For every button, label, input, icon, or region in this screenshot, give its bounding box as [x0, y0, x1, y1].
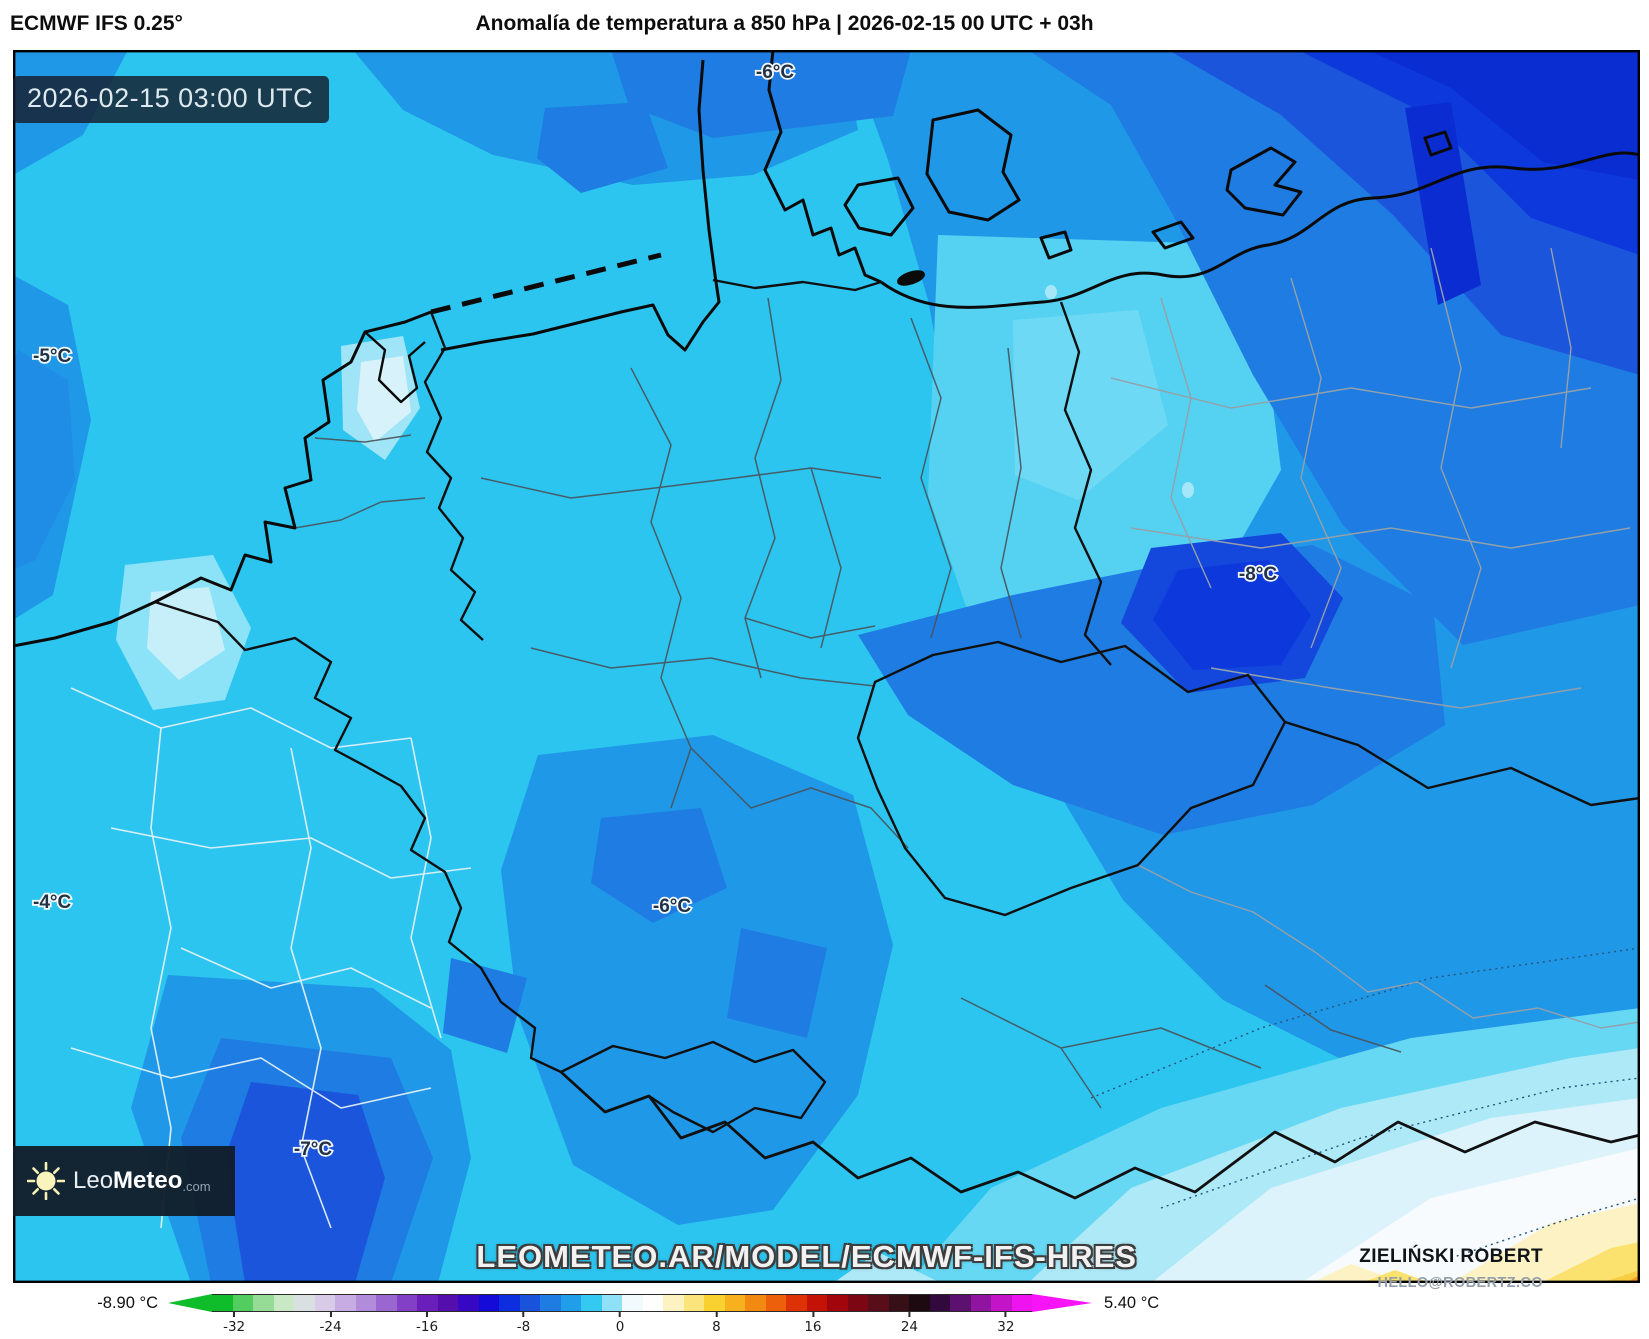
map-coastlines	[13, 50, 1640, 648]
colorbar-cell	[294, 1295, 315, 1311]
colorbar-cell	[786, 1295, 807, 1311]
header: ECMWF IFS 0.25° Anomalía de temperatura …	[0, 0, 1649, 50]
sun-icon	[27, 1162, 65, 1200]
colorbar-cell	[847, 1295, 868, 1311]
map-contour-labels: -6°C -5°C -8°C -4°C -6°C -7°C	[31, 60, 1279, 1162]
logo-text-leo: Leo	[73, 1167, 114, 1194]
colorbar	[168, 1294, 1092, 1312]
map-anomaly-regions	[13, 50, 1640, 1283]
colorbar-cell	[376, 1295, 397, 1311]
colorbar-cell	[704, 1295, 725, 1311]
colorbar-cell	[519, 1295, 540, 1311]
map-temp-label: -6°C	[653, 896, 691, 917]
colorbar-tick: 32	[997, 1312, 1014, 1336]
colorbar-footer: -8.90 °C 5.40 °C -32 -24 -16 -8 0 8 16 24 32	[0, 1283, 1649, 1339]
map-islands	[843, 108, 1453, 286]
colorbar-cell	[396, 1295, 417, 1311]
colorbar-tick: 16	[804, 1312, 822, 1336]
colorbar-cell	[909, 1295, 930, 1311]
colorbar-cell	[253, 1295, 274, 1311]
map-state-borders-pl	[1110, 247, 1640, 1029]
colorbar-cell	[458, 1295, 479, 1311]
colorbar-cell	[232, 1295, 253, 1311]
colorbar-cell	[540, 1295, 561, 1311]
colorbar-cell	[827, 1295, 848, 1311]
logo-text-tld: .com	[182, 1178, 211, 1194]
map-dotted-contours	[1090, 947, 1640, 1259]
map-temp-label: -8°C	[1239, 564, 1277, 585]
colorbar-cell	[950, 1295, 971, 1311]
colorbar-cell	[642, 1295, 663, 1311]
colorbar-cell	[622, 1295, 643, 1311]
colorbar-cell	[765, 1295, 786, 1311]
colorbar-ticks: -32 -24 -16 -8 0 8 16 24 32	[0, 1283, 1649, 1339]
colorbar-max-label: 5.40 °C	[1104, 1294, 1160, 1312]
colorbar-cell	[683, 1295, 704, 1311]
colorbar-cell	[724, 1295, 745, 1311]
colorbar-cell	[888, 1295, 909, 1311]
watermark: LEOMETEO.AR/MODEL/ECMWF-IFS-HRES	[476, 1239, 1137, 1274]
colorbar-tick: 0	[616, 1312, 624, 1336]
colorbar-cells	[212, 1294, 1032, 1312]
colorbar-cell	[212, 1295, 233, 1311]
colorbar-cell	[868, 1295, 889, 1311]
colorbar-cell	[273, 1295, 294, 1311]
colorbar-cell	[417, 1295, 438, 1311]
map-temp-label: -7°C	[294, 1139, 332, 1160]
author-contact: HELLO@ROBERTZ.CO	[1377, 1275, 1543, 1291]
colorbar-cell	[970, 1295, 991, 1311]
anomaly-map: -6°C -5°C -8°C -4°C -6°C -7°C	[13, 50, 1640, 1283]
colorbar-cell	[663, 1295, 684, 1311]
colorbar-tick: -32	[223, 1312, 245, 1336]
colorbar-cell	[745, 1295, 766, 1311]
map-temp-label: -5°C	[33, 346, 71, 367]
colorbar-min-label: -8.90 °C	[97, 1294, 158, 1312]
logo-text-meteo: Meteo	[113, 1167, 183, 1194]
map-state-borders-de	[294, 297, 1402, 1109]
colorbar-tick: -24	[320, 1312, 342, 1336]
colorbar-cell	[314, 1295, 335, 1311]
map-border-frame	[13, 50, 1640, 1283]
leometeo-logo: Leo Meteo .com	[13, 1146, 235, 1216]
colorbar-tick: -16	[416, 1312, 438, 1336]
model-name: ECMWF IFS 0.25°	[10, 12, 183, 35]
map-temp-label: -4°C	[33, 892, 71, 913]
author-name: ZIELIŃSKI ROBERT	[1359, 1246, 1543, 1267]
colorbar-tick: -8	[517, 1312, 530, 1336]
colorbar-right-arrow	[1032, 1294, 1092, 1312]
colorbar-cell	[929, 1295, 950, 1311]
credits: ZIELIŃSKI ROBERT HELLO@ROBERTZ.CO	[1359, 1246, 1543, 1291]
colorbar-cell	[1011, 1295, 1032, 1311]
map-frame: -6°C -5°C -8°C -4°C -6°C -7°C 2026-02-15 03:0…	[13, 50, 1640, 1283]
colorbar-cell	[355, 1295, 376, 1311]
timestamp-badge: 2026-02-15 03:00 UTC	[13, 76, 330, 123]
colorbar-tick: 24	[901, 1312, 918, 1336]
colorbar-left-arrow	[168, 1294, 212, 1312]
colorbar-cell	[437, 1295, 458, 1311]
colorbar-tick: 8	[712, 1312, 721, 1336]
colorbar-cell	[499, 1295, 520, 1311]
map-region-borders-fr	[70, 687, 472, 1229]
colorbar-cell	[478, 1295, 499, 1311]
colorbar-cell	[560, 1295, 581, 1311]
map-temp-label: -6°C	[756, 62, 794, 83]
colorbar-cell	[581, 1295, 602, 1311]
map-warm-regions	[833, 1008, 1640, 1283]
colorbar-cell	[806, 1295, 827, 1311]
colorbar-cell	[335, 1295, 356, 1311]
map-national-borders	[154, 278, 1640, 1200]
colorbar-cell	[601, 1295, 622, 1311]
page-title: Anomalía de temperatura a 850 hPa | 2026…	[475, 12, 1094, 35]
colorbar-cell	[991, 1295, 1012, 1311]
